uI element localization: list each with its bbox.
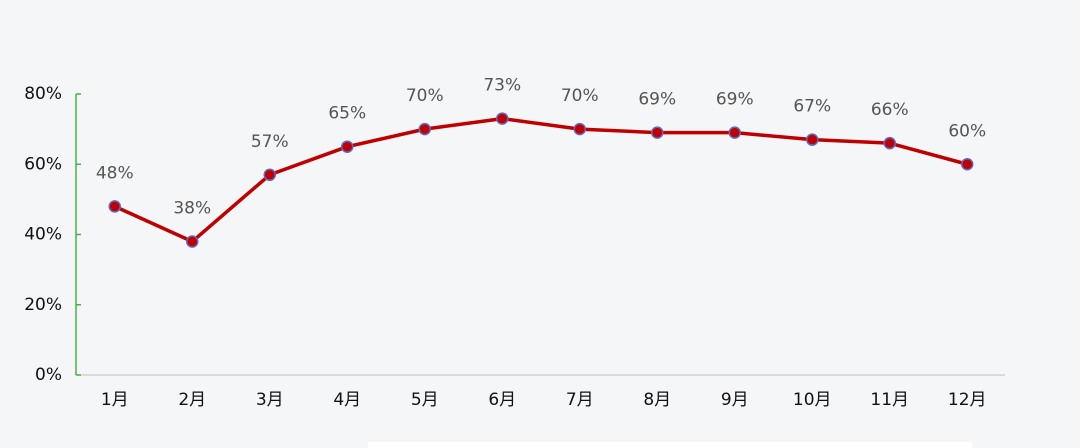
x-tick-label: 7月 (566, 390, 594, 410)
x-tick-label: 12月 (948, 390, 987, 410)
marker (341, 140, 354, 153)
x-tick-label: 2月 (178, 390, 206, 410)
marker (496, 112, 509, 125)
x-tick-label: 4月 (333, 390, 361, 410)
x-tick-label: 9月 (721, 390, 749, 410)
data-label: 67% (793, 97, 831, 117)
marker (883, 136, 896, 150)
data-label: 38% (173, 199, 211, 219)
y-tick-label: 80% (24, 84, 62, 104)
data-label: 48% (96, 163, 134, 183)
marker (186, 235, 199, 248)
x-tick-label: 3月 (256, 390, 284, 410)
y-tick-label: 60% (24, 154, 62, 174)
data-label: 66% (871, 100, 909, 120)
marker (651, 126, 664, 139)
x-tick-label: 11月 (870, 390, 909, 410)
data-line (114, 116, 968, 244)
marker (263, 168, 276, 182)
marker (728, 126, 741, 139)
data-label: 69% (716, 90, 754, 110)
bottom-strip (368, 442, 972, 448)
marker (108, 200, 121, 213)
marker (573, 122, 586, 136)
data-label: 60% (948, 121, 986, 141)
x-tick-label: 8月 (643, 390, 671, 410)
x-tick-label: 1月 (101, 390, 129, 410)
marker (418, 122, 431, 136)
data-label: 69% (638, 90, 676, 110)
data-label: 70% (406, 86, 444, 106)
data-label: 57% (251, 132, 289, 152)
x-tick-label: 10月 (793, 390, 832, 410)
y-tick-label: 0% (35, 365, 62, 385)
marker (961, 158, 974, 171)
y-tick-label: 20% (24, 295, 62, 315)
marker (806, 133, 819, 146)
x-tick-label: 5月 (411, 390, 439, 410)
data-label: 65% (328, 104, 366, 124)
data-label: 73% (483, 76, 521, 96)
data-label: 70% (561, 86, 599, 106)
y-tick-label: 40% (24, 225, 62, 245)
x-tick-label: 6月 (488, 390, 516, 410)
